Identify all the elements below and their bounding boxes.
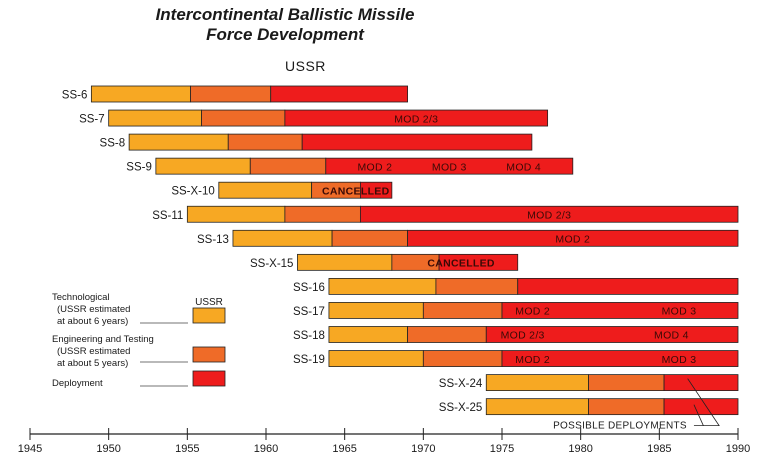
annotation-leader-2 [693,404,704,426]
bar-technological [155,157,251,175]
legend-label: (USSR estimated [57,346,130,357]
bar-annotation: MOD 2/3 [527,209,571,221]
bar-deployment [284,109,549,127]
bar-annotation: MOD 2 [515,354,550,366]
system-label: SS-6 [62,90,88,102]
bar-deployment [438,253,519,271]
x-tick-label: 1980 [568,443,592,455]
chart-title-line-1: Intercontinental Ballistic Missile [155,5,415,24]
legend-label: Technological [52,292,110,303]
bar-deployment [270,85,409,103]
bar-technological [328,302,424,319]
x-tick-label: 1945 [18,443,42,455]
bar-engineering [422,302,503,319]
bar-deployment [663,374,739,392]
system-label: SS-17 [293,306,325,318]
bar-annotation: MOD 2 [555,234,590,246]
bar-deployment [359,205,739,223]
bar-technological [328,350,424,367]
system-label: SS-11 [152,210,183,222]
system-label: SS-7 [79,114,105,126]
bar-annotation: MOD 2/3 [394,113,438,125]
bar-technological [186,205,286,223]
legend-swatch-eng [192,346,226,363]
bar-annotation: MOD 3 [432,161,467,173]
bar-annotation: MOD 4 [654,330,689,342]
bar-technological [232,229,333,247]
legend-header: USSR [195,297,223,308]
bar-technological [328,326,408,343]
legend-label: at about 6 years) [57,316,128,327]
bar-deployment [325,157,574,175]
bar-technological [328,277,437,295]
system-label: SS-19 [293,354,325,366]
bar-deployment [301,133,533,151]
chart-subtitle: USSR [285,58,326,74]
bar-annotation: MOD 2 [358,161,393,173]
bar-technological [485,374,589,392]
bar-engineering [284,205,361,223]
bar-engineering [190,85,272,103]
legend-swatch-dep [192,370,226,387]
bar-annotation: MOD 3 [662,306,697,318]
system-label: SS-8 [100,138,126,150]
x-tick-label: 1965 [332,443,356,455]
annotation-leader-1 [687,378,720,427]
bar-engineering [588,398,665,416]
bar-engineering [201,109,286,127]
x-tick-label: 1990 [726,443,750,455]
system-label: SS-X-24 [439,378,483,390]
legend-label: at about 5 years) [57,358,128,369]
x-tick-label: 1950 [96,443,120,455]
bar-technological [485,398,589,416]
bar-engineering [227,133,303,151]
bar-technological [108,109,202,127]
bar-engineering [588,374,665,392]
bar-deployment [501,302,739,319]
x-tick-label: 1970 [411,443,435,455]
possible-deployments-label: POSSIBLE DEPLOYMENTS [553,421,687,432]
x-tick-label: 1975 [490,443,514,455]
bar-technological [218,181,313,199]
system-label: SS-13 [197,234,229,246]
bar-annotation: MOD 2 [515,306,550,318]
bar-deployment [663,398,739,416]
bar-annotation: CANCELLED [322,185,390,197]
bar-annotation: MOD 2/3 [501,330,545,342]
bar-deployment [359,181,393,199]
bar-annotation: MOD 3 [662,354,697,366]
system-label: SS-9 [126,162,152,174]
bar-deployment [501,350,739,367]
system-label: SS-16 [293,282,325,294]
bar-deployment [407,229,739,247]
bar-technological [128,133,229,151]
bar-engineering [407,326,487,343]
system-label: SS-X-25 [439,402,482,414]
x-tick-label: 1955 [175,443,199,455]
system-label: SS-18 [293,330,325,342]
bar-engineering [435,277,519,295]
x-tick-label: 1960 [254,443,278,455]
bar-deployment [517,277,739,295]
bar-engineering [331,229,408,247]
bar-technological [90,85,191,103]
chart-title-line-2: Force Development [206,25,364,44]
bar-deployment [485,326,739,343]
x-tick-label: 1985 [647,443,671,455]
bar-engineering [422,350,503,367]
bar-engineering [249,157,327,175]
system-label: SS-X-15 [250,258,293,270]
bar-annotation: MOD 4 [506,161,541,173]
legend-swatch-tech [192,307,226,324]
system-label: SS-X-10 [171,186,214,198]
bar-annotation: CANCELLED [427,258,495,270]
legend-label: Deployment [52,378,103,389]
bar-technological [297,253,393,271]
legend-label: Engineering and Testing [52,334,154,345]
legend-label: (USSR estimated [57,304,130,315]
